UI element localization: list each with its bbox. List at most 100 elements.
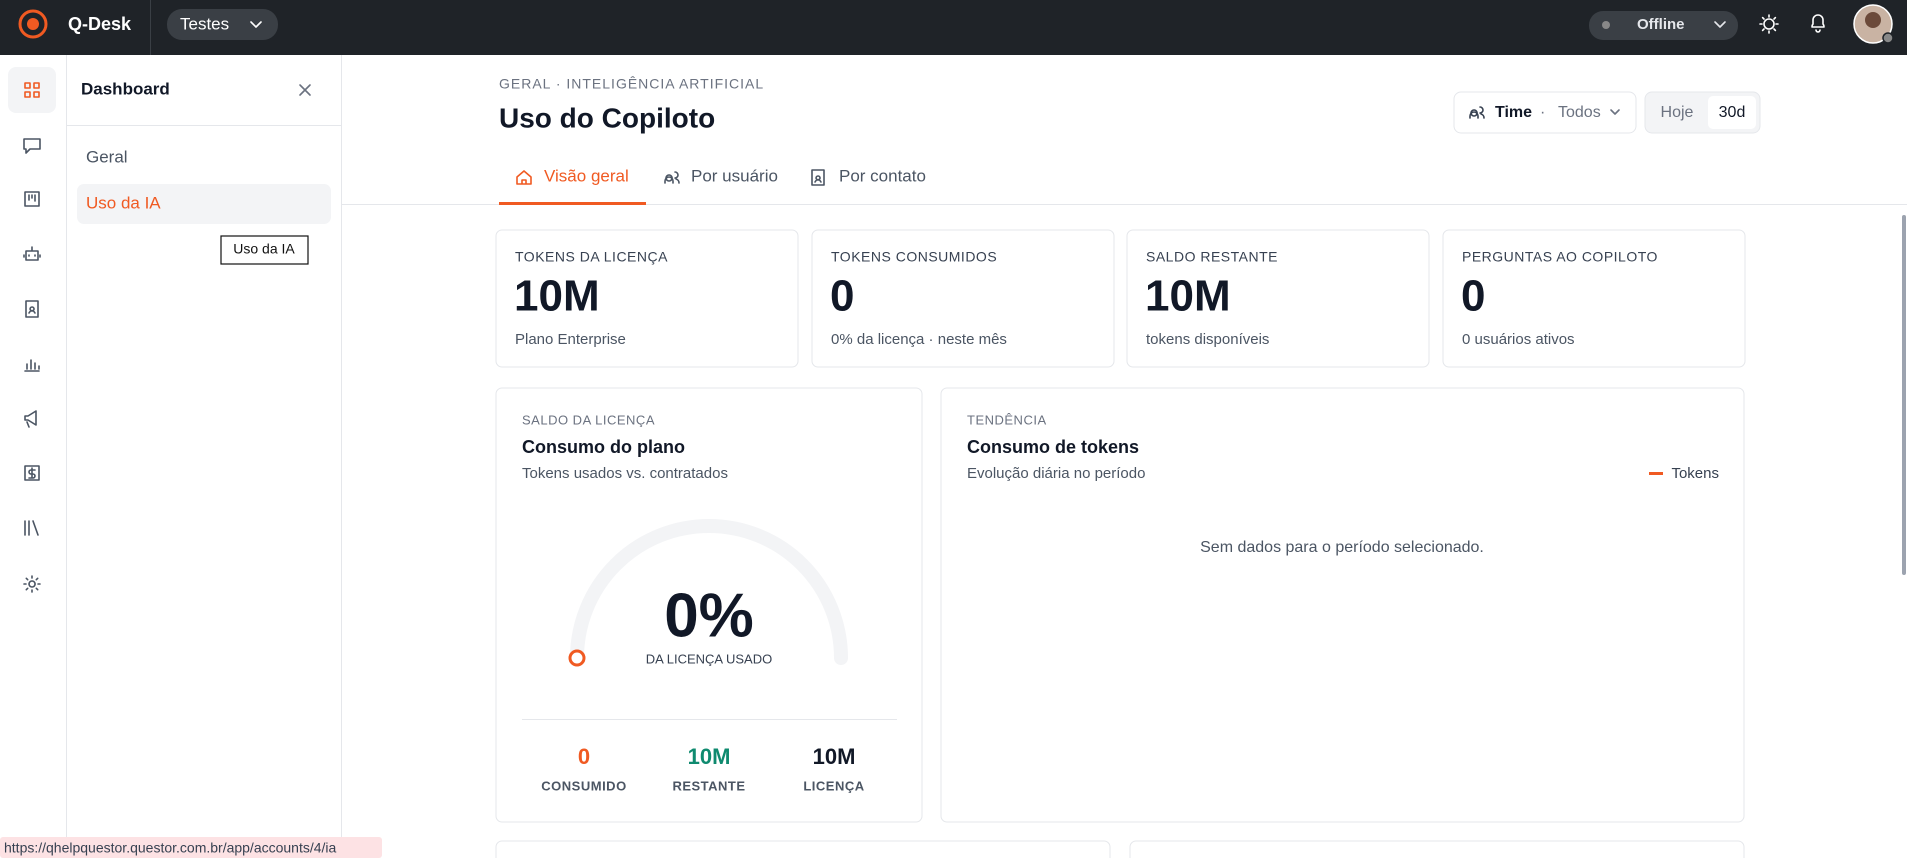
card [495, 840, 1111, 858]
scrollbar-thumb [1902, 215, 1906, 575]
nav-item[interactable]: Uso da IA [86, 193, 161, 212]
stat-value: 0 [578, 744, 590, 769]
status-label: Offline [1637, 16, 1685, 33]
team-filter-sep: · [1540, 104, 1545, 121]
plan-divider [522, 719, 897, 720]
card-subtitle: Evolução diária no período [967, 465, 1145, 482]
contact [811, 169, 825, 186]
gauge-track [570, 519, 848, 665]
kpi-note: tokens disponíveis [1146, 331, 1269, 348]
rail-border [66, 55, 67, 858]
nav-icon [24, 82, 40, 98]
nav-icon [23, 138, 41, 154]
chevron [1714, 21, 1726, 28]
kpi-label: TOKENS CONSUMIDOS [831, 249, 997, 265]
status-bar [0, 837, 382, 858]
gauge-value: 0% [664, 581, 754, 650]
panel-divider [67, 125, 342, 126]
avatar-status [1882, 32, 1894, 44]
nav-item[interactable]: Geral [86, 147, 128, 166]
nav-icon [24, 410, 37, 428]
sun-rays [1759, 14, 1779, 34]
team-filter-label: Time [1495, 104, 1532, 121]
brand: Q-Desk [68, 14, 132, 34]
header-border [342, 204, 1907, 205]
kpi-note: 0 usuários ativos [1462, 331, 1575, 348]
side-panel-border [341, 55, 342, 858]
bell [1811, 14, 1825, 33]
status-url: https://qhelpquestor.questor.com.br/app/… [4, 840, 337, 856]
kpi-value: 0 [1461, 272, 1485, 321]
empty-state: Sem dados para o período selecionado. [1200, 539, 1484, 556]
stat-value: 10M [813, 744, 856, 769]
icon-rail [0, 55, 67, 858]
stat-label: RESTANTE [672, 778, 745, 793]
tab[interactable]: Por usuário [691, 166, 778, 185]
divider [150, 0, 151, 55]
card-eyebrow: SALDO DA LICENÇA [522, 412, 655, 427]
gauge-marker [568, 649, 586, 667]
legend-label: Tokens [1671, 465, 1719, 482]
card-title: Consumo de tokens [967, 437, 1139, 457]
stat-label: LICENÇA [803, 778, 864, 793]
stat-value: 10M [688, 744, 731, 769]
kpi-card [1126, 229, 1430, 368]
card [1129, 840, 1745, 858]
workspace-switcher[interactable] [167, 9, 278, 40]
kpi-value: 0 [830, 272, 854, 321]
chevron [1610, 109, 1620, 115]
nav-icon [23, 246, 41, 261]
status-switcher[interactable] [1589, 11, 1738, 40]
kpi-label: TOKENS DA LICENÇA [515, 249, 668, 265]
page-title: Uso do Copiloto [499, 102, 715, 133]
tooltip-text: Uso da IA [233, 241, 295, 257]
kpi-label: SALDO RESTANTE [1146, 249, 1278, 265]
plan-card [495, 387, 923, 823]
kpi-label: PERGUNTAS AO COPILOTO [1462, 249, 1658, 265]
period-option[interactable]: 30d [1719, 104, 1746, 121]
home [516, 170, 532, 185]
legend-swatch [1649, 472, 1663, 475]
trend-card [940, 387, 1745, 823]
stat-label: CONSUMIDO [541, 778, 626, 793]
rail-active[interactable] [8, 67, 56, 113]
nav-item-active[interactable] [77, 184, 331, 224]
close [299, 84, 311, 96]
kpi-value: 10M [514, 272, 600, 321]
team-filter[interactable] [1453, 91, 1637, 134]
status-dot [1602, 21, 1610, 29]
avatar-face [1865, 12, 1881, 28]
tab-underline [499, 202, 646, 205]
kpi-card [495, 229, 799, 368]
period-active[interactable] [1708, 96, 1756, 129]
logo [18, 9, 48, 39]
users [664, 171, 680, 184]
nav-icon [24, 520, 39, 536]
card-title: Consumo do plano [522, 437, 685, 457]
users [1469, 106, 1485, 119]
kpi-card [811, 229, 1115, 368]
kpi-card [1442, 229, 1746, 368]
kpi-note: Plano Enterprise [515, 331, 626, 348]
tab[interactable]: Visão geral [544, 166, 629, 185]
team-filter-value: Todos [1558, 104, 1601, 121]
tooltip [220, 235, 309, 265]
workspace-name: Testes [180, 14, 229, 33]
nav-icon [25, 300, 39, 318]
period-option[interactable]: Hoje [1661, 104, 1694, 121]
tab[interactable]: Por contato [839, 166, 926, 185]
gauge-label: DA LICENÇA USADO [646, 651, 772, 666]
theme-toggle[interactable] [1763, 18, 1775, 30]
logo-core [27, 18, 39, 30]
nav-icon [23, 575, 41, 593]
nav-icon [24, 465, 40, 481]
card-subtitle: Tokens usados vs. contratados [522, 465, 728, 482]
chevron [250, 21, 262, 28]
panel-title: Dashboard [81, 79, 170, 98]
breadcrumb: GERAL · INTELIGÊNCIA ARTIFICIAL [499, 76, 764, 92]
nav-icon [24, 359, 40, 372]
card-eyebrow: TENDÊNCIA [967, 412, 1047, 427]
nav-icon [24, 191, 40, 207]
